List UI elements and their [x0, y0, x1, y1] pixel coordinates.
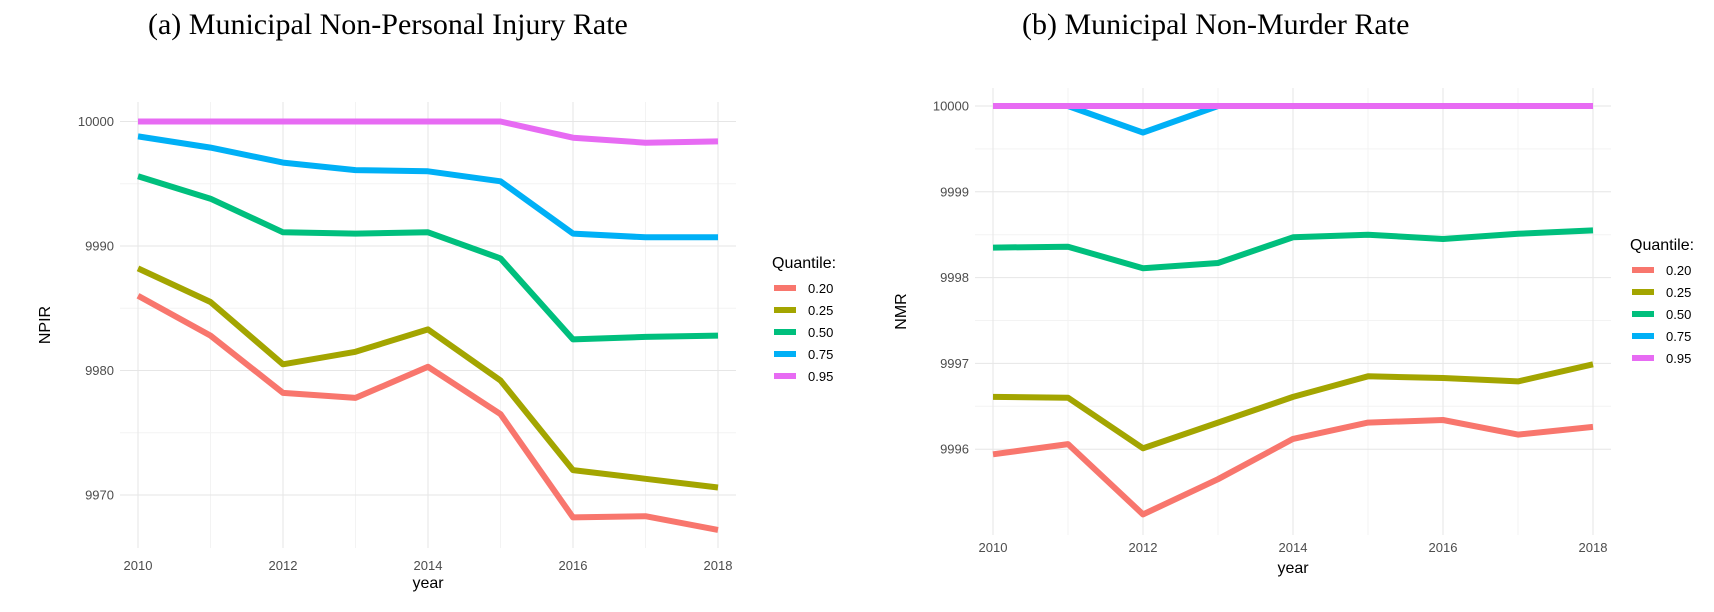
chart-a-legend-label: 0.75 — [808, 347, 833, 362]
chart-a-x-tick-label: 2012 — [269, 558, 298, 573]
chart-b-y-axis-title: NMR — [893, 293, 910, 329]
chart-a-x-tick-label: 2016 — [559, 558, 588, 573]
chart-a-series-line-0-50 — [137, 173, 719, 343]
chart-b-x-tick-label: 2012 — [1129, 540, 1158, 555]
chart-b-legend-label: 0.95 — [1666, 351, 1691, 366]
chart-b-x-tick-label: 2018 — [1579, 540, 1608, 555]
chart-b-y-tick-label: 10000 — [933, 99, 969, 114]
chart-a-y-tick-label: 9970 — [85, 488, 114, 503]
chart-a-y-tick-label: 10000 — [78, 114, 114, 129]
chart-a-series-line-0-25 — [136, 265, 719, 491]
chart-b-x-tick-label: 2014 — [1279, 540, 1308, 555]
chart-a-series-line-0-75 — [137, 133, 718, 241]
chart-a-series-line-0-95 — [138, 118, 719, 146]
chart-b-legend-label: 0.25 — [1666, 285, 1691, 300]
chart-b-y-tick-label: 9997 — [940, 356, 969, 371]
chart-a-series-line-0-20 — [136, 293, 719, 533]
chart-a-y-tick-label: 9980 — [85, 363, 114, 378]
chart-b-title: (b) Municipal Non-Murder Rate — [1022, 8, 1410, 41]
chart-a-legend-label: 0.95 — [808, 369, 833, 384]
chart-a-legend-title: Quantile: — [772, 255, 836, 272]
chart-b-series-line-0-50 — [992, 227, 1594, 272]
chart-b-x-axis-title: year — [1277, 560, 1309, 577]
chart-a-legend-label: 0.20 — [808, 281, 833, 296]
chart-b-legend-label: 0.50 — [1666, 307, 1691, 322]
chart-b-series-line-0-20 — [992, 417, 1594, 518]
chart-a-x-tick-label: 2010 — [124, 558, 153, 573]
chart-b-y-tick-label: 9996 — [940, 442, 969, 457]
chart-a-legend-label: 0.50 — [808, 325, 833, 340]
chart-b-x-tick-label: 2016 — [1429, 540, 1458, 555]
chart-b-y-tick-label: 9999 — [940, 184, 969, 199]
chart-a-x-axis-title: year — [412, 575, 444, 592]
chart-b-legend-label: 0.20 — [1666, 263, 1691, 278]
chart-a-title: (a) Municipal Non-Personal Injury Rate — [148, 8, 628, 41]
chart-a-legend-label: 0.25 — [808, 303, 833, 318]
chart-a-x-tick-label: 2018 — [704, 558, 733, 573]
chart-b-legend-title: Quantile: — [1630, 237, 1694, 254]
chart-a-y-tick-label: 9990 — [85, 239, 114, 254]
chart-a-x-tick-label: 2014 — [414, 558, 443, 573]
chart-b-y-tick-label: 9998 — [940, 270, 969, 285]
chart-b-x-tick-label: 2010 — [979, 540, 1008, 555]
chart-a-y-axis-title: NPIR — [37, 306, 54, 344]
chart-b-series-line-0-25 — [992, 361, 1594, 452]
chart-b-legend-label: 0.75 — [1666, 329, 1691, 344]
